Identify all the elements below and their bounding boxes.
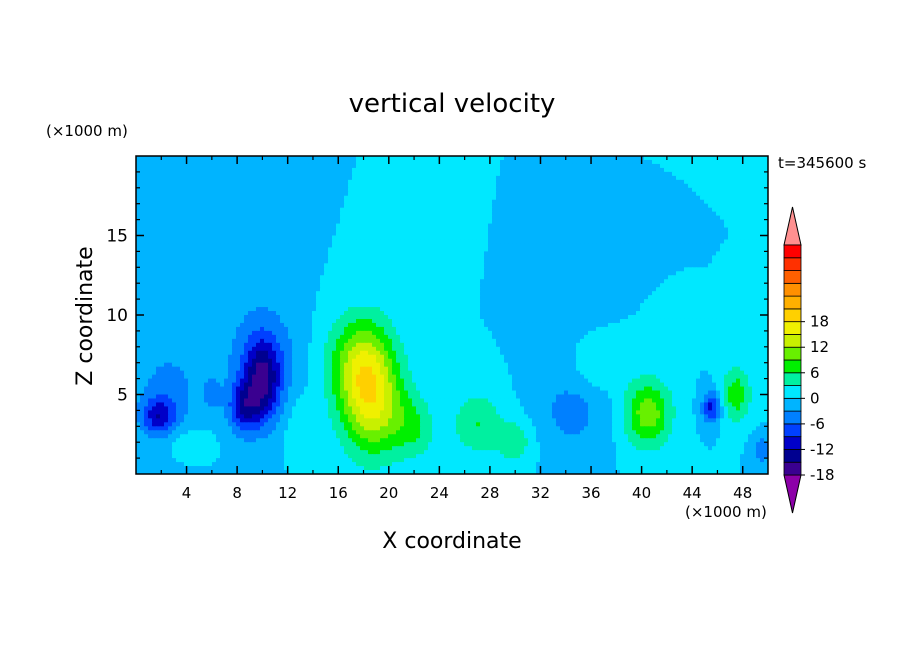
time-label: t=345600 s <box>778 154 866 172</box>
x-tick-label: 28 <box>480 484 499 502</box>
chart-title: vertical velocity <box>349 89 556 119</box>
colorbar-segment <box>783 282 802 297</box>
colorbar-segment <box>783 449 802 463</box>
y-axis-ticks: 5 10 15 <box>106 171 768 459</box>
y-tick-label: 10 <box>106 306 128 326</box>
colorbar-segment <box>783 244 802 259</box>
x-tick-label: 40 <box>632 484 651 502</box>
colorbar-segment <box>783 436 802 450</box>
colorbar-tick-label: 12 <box>810 338 829 356</box>
x-tick-label: 20 <box>379 484 398 502</box>
colorbar-tick-label: -18 <box>810 466 835 484</box>
x-tick-label: 24 <box>430 484 449 502</box>
colorbar-tick-label: -12 <box>810 440 835 458</box>
x-tick-label: 16 <box>329 484 348 502</box>
colorbar-segment <box>783 372 802 386</box>
colorbar-max-triangle <box>783 206 802 246</box>
colorbar-segment <box>783 257 802 271</box>
colorbar-segment <box>783 385 802 399</box>
x-unit-label: (×1000 m) <box>685 503 767 521</box>
x-tick-label: 4 <box>182 484 192 502</box>
colorbar-segment <box>783 410 802 425</box>
colorbar-tick-label: 0 <box>810 389 820 407</box>
x-tick-label: 44 <box>683 484 702 502</box>
colorbar-tick-label: 6 <box>810 364 820 382</box>
colorbar-tick-label: 18 <box>810 313 829 331</box>
x-tick-label: 8 <box>232 484 242 502</box>
colorbar-segment <box>783 308 802 323</box>
x-tick-label: 48 <box>733 484 752 502</box>
y-tick-label: 5 <box>117 386 128 406</box>
colorbar-segment <box>783 334 802 348</box>
contour-field <box>136 156 768 474</box>
colorbar-segment <box>783 423 802 438</box>
colorbar-segment <box>783 359 802 374</box>
colorbar-segment <box>783 321 802 335</box>
colorbar-tick-label: -6 <box>810 415 825 433</box>
colorbar-segment <box>783 346 802 361</box>
x-axis-ticks: 4 8 12 16 20 24 28 32 36 40 44 48 <box>160 156 752 502</box>
y-axis-label: Z coordinate <box>73 246 98 385</box>
colorbar-segment <box>783 295 802 310</box>
y-tick-label: 15 <box>106 227 128 247</box>
x-tick-label: 32 <box>531 484 550 502</box>
x-axis-label: X coordinate <box>382 529 521 554</box>
colorbar-segment <box>783 397 802 412</box>
x-tick-label: 36 <box>581 484 600 502</box>
y-unit-label: (×1000 m) <box>46 122 128 140</box>
colorbar-segment <box>783 270 802 284</box>
colorbar-segment <box>783 461 802 476</box>
x-tick-label: 12 <box>278 484 297 502</box>
colorbar: 18 12 6 0 -6 -12 -18 <box>783 206 835 514</box>
colorbar-min-triangle <box>783 474 802 514</box>
